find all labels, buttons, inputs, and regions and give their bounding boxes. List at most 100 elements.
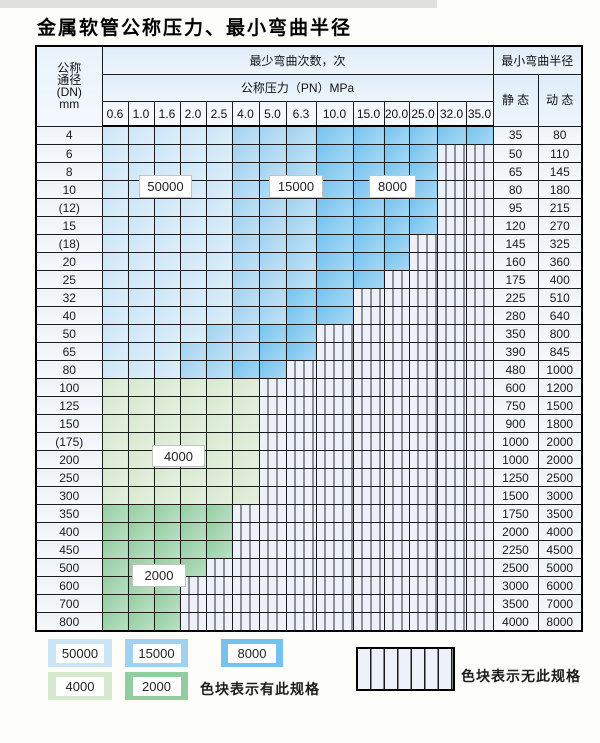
no-spec-cell [352,396,385,415]
spec-cell [285,252,317,271]
spec-cell [205,270,233,289]
spec-cell [383,234,410,253]
no-spec-cell [285,612,317,632]
spec-cell [127,468,155,487]
table-row: 4 35 80 [35,125,583,145]
dn-cell: 15 [35,216,103,235]
pressure-col-header: 6.3 [285,101,317,127]
static-radius-cell: 280 [492,306,539,325]
no-spec-cell [436,144,467,163]
spec-cell [231,198,260,217]
static-radius-cell: 65 [492,162,539,181]
no-spec-cell [436,414,467,433]
no-spec-cell [408,288,438,307]
spec-cell [408,144,438,163]
dn-cell: 250 [35,468,103,487]
no-spec-cell [436,162,467,181]
dynamic-radius-cell: 1800 [537,414,583,433]
pressure-col-header: 25.0 [408,101,438,127]
table-row: 25 175 400 [35,270,583,289]
spec-cell [231,378,260,397]
pressure-col-header: 10.0 [315,101,354,127]
spec-cell [231,125,260,145]
static-radius-cell: 95 [492,198,539,217]
spec-cell [101,144,129,163]
spec-cell [179,486,207,505]
spec-cell [258,288,287,307]
spec-cell [352,270,385,289]
spec-cell [101,198,129,217]
spec-cell [258,270,287,289]
spec-cell [101,180,129,199]
spec-cell [153,486,181,505]
spec-cell [231,180,260,199]
no-spec-cell [352,288,385,307]
table-row: (18) 145 325 [35,234,583,253]
no-spec-cell [465,342,494,361]
spec-cell [101,162,129,181]
spec-cell [231,396,260,415]
no-spec-cell [408,468,438,487]
no-spec-cell [352,594,385,613]
spec-cell [258,306,287,325]
no-spec-cell [383,558,410,577]
pressure-col-header: 4.0 [231,101,260,127]
no-spec-cell [465,432,494,451]
no-spec-cell [436,216,467,235]
spec-cell [205,324,233,343]
dn-cell: 125 [35,396,103,415]
spec-cell [101,252,129,271]
no-spec-cell [383,360,410,379]
no-spec-cell [408,306,438,325]
spec-cell [127,306,155,325]
no-spec-cell [352,360,385,379]
no-spec-cell [285,558,317,577]
spec-cell [315,270,354,289]
no-spec-cell [315,432,354,451]
no-spec-cell [436,486,467,505]
no-spec-cell [408,378,438,397]
no-spec-cell [408,234,438,253]
no-spec-cell [436,306,467,325]
dynamic-radius-cell: 640 [537,306,583,325]
no-spec-cell [258,558,287,577]
dynamic-radius-cell: 800 [537,324,583,343]
spec-cell [179,558,207,577]
no-spec-cell [285,486,317,505]
spec-cell [153,306,181,325]
spec-cell [315,162,354,181]
static-radius-cell: 175 [492,270,539,289]
legend-value: 8000 [228,643,276,663]
no-spec-cell [383,342,410,361]
no-spec-cell [231,612,260,632]
no-spec-cell [436,468,467,487]
dn-cell: 400 [35,522,103,541]
spec-cell [205,306,233,325]
spec-cell [153,468,181,487]
spec-cell [101,468,129,487]
no-spec-cell [408,522,438,541]
spec-cell [153,216,181,235]
spec-cell [153,360,181,379]
no-spec-cell [352,450,385,469]
spec-cell [179,252,207,271]
table-row: 50 350 800 [35,324,583,343]
no-spec-cell [315,450,354,469]
spec-cell [101,306,129,325]
no-spec-cell [258,378,287,397]
no-spec-cell [436,594,467,613]
no-spec-cell [352,306,385,325]
no-spec-cell [465,360,494,379]
table-row: 125 750 1500 [35,396,583,415]
spec-cell [179,522,207,541]
no-spec-cell [465,378,494,397]
spec-cell [153,288,181,307]
no-spec-cell [436,288,467,307]
spec-cell [153,252,181,271]
spec-cell [285,342,317,361]
spec-cell [383,125,410,145]
no-spec-cell [465,396,494,415]
spec-cell [127,594,155,613]
spec-cell [285,216,317,235]
no-spec-cell [285,414,317,433]
